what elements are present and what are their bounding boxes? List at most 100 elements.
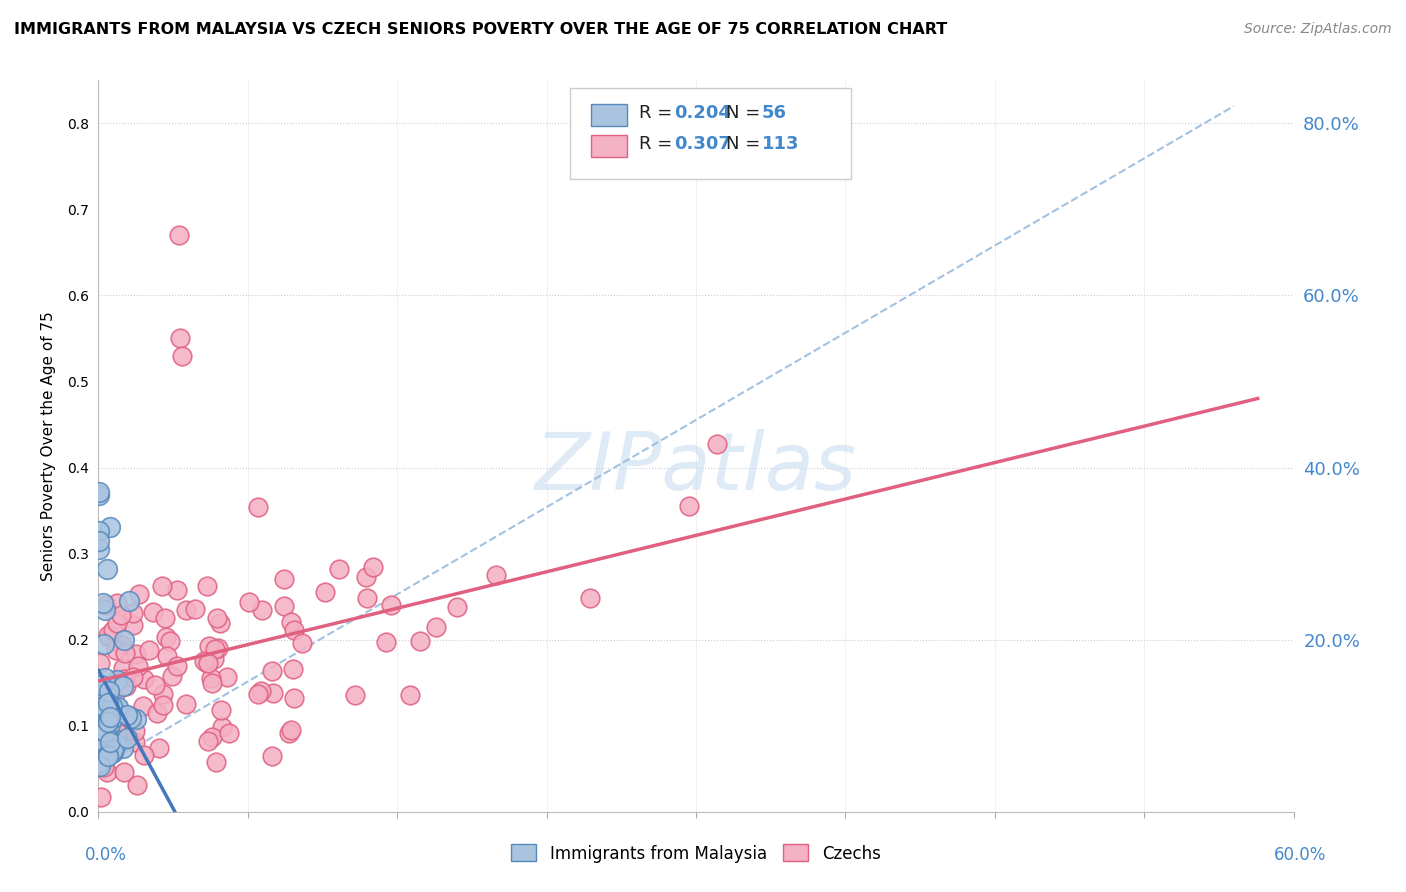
Point [98,716,121,731]
Point [93,729,115,743]
Point [100,717,122,731]
Point [96,725,118,739]
Point [201,676,224,690]
Point [94,725,117,739]
Point [105,701,128,715]
Point [148,740,170,755]
Point [356,569,378,583]
Point [260,664,283,678]
Point [155,611,177,625]
Point [159,633,181,648]
Point [97,748,120,763]
Point [96,764,118,779]
Point [105,684,128,698]
Legend: Immigrants from Malaysia, Czechs: Immigrants from Malaysia, Czechs [505,838,887,869]
Point [183,602,205,616]
Point [578,591,600,605]
Point [89,756,111,770]
Point [121,670,143,684]
Point [283,662,305,676]
Point [143,678,166,692]
Point [107,738,129,752]
Point [96,748,118,763]
Point [152,698,174,712]
Point [97,628,120,642]
Point [93,731,115,746]
Text: N =: N = [725,104,766,122]
Point [208,615,231,630]
Point [446,600,468,615]
Point [146,706,169,721]
Point [260,748,283,763]
Point [280,723,302,737]
Point [98,710,121,724]
Point [195,579,218,593]
Point [89,484,111,499]
Point [112,632,135,647]
Point [90,701,112,715]
Point [93,693,115,707]
Point [97,712,120,726]
Point [375,635,398,649]
Point [93,740,115,755]
Point [197,656,219,670]
Point [101,711,124,725]
Point [105,719,128,733]
Point [100,698,122,713]
Point [110,607,132,622]
Point [94,603,117,617]
Text: R =: R = [638,104,678,122]
Point [250,603,273,617]
Point [112,764,135,779]
Point [409,633,432,648]
Text: IMMIGRANTS FROM MALAYSIA VS CZECH SENIORS POVERTY OVER THE AGE OF 75 CORRELATION: IMMIGRANTS FROM MALAYSIA VS CZECH SENIOR… [14,22,948,37]
Point [215,670,238,684]
Point [89,759,111,773]
Point [93,637,115,651]
Point [125,712,148,726]
FancyBboxPatch shape [591,135,627,157]
Point [380,598,402,612]
Point [132,748,155,763]
Point [120,708,142,723]
Point [91,596,114,610]
Point [291,636,314,650]
Point [101,746,124,760]
Point [97,747,120,761]
Point [107,726,129,740]
Point [155,630,177,644]
Point [127,658,149,673]
Point [94,671,117,685]
Text: 60.0%: 60.0% [1274,846,1327,863]
Point [114,646,136,660]
Point [98,734,121,748]
Point [105,732,128,747]
Point [89,524,111,539]
Point [100,707,122,722]
Point [425,620,447,634]
Point [277,725,299,739]
Point [209,702,232,716]
Point [138,642,160,657]
Point [202,652,225,666]
Point [678,499,700,513]
Point [105,596,128,610]
Point [170,349,193,363]
Point [399,689,422,703]
Point [107,699,129,714]
Point [169,331,191,345]
Text: R =: R = [638,135,678,153]
Point [174,697,197,711]
Point [246,500,269,515]
Point [111,638,134,652]
Point [204,756,226,770]
Point [166,659,188,673]
Text: Source: ZipAtlas.com: Source: ZipAtlas.com [1244,22,1392,37]
Point [94,598,117,612]
Point [262,686,284,700]
Point [204,642,226,657]
Point [238,595,260,609]
Point [249,684,271,698]
Point [200,671,222,685]
Text: 0.307: 0.307 [675,135,731,153]
